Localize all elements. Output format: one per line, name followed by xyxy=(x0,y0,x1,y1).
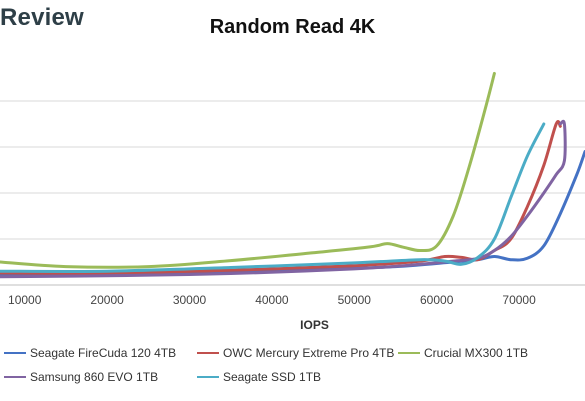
legend-swatch xyxy=(4,375,26,379)
legend-label: Seagate FireCuda 120 4TB xyxy=(30,346,177,360)
series-line-seagate-firecuda-120-4tb xyxy=(0,150,585,277)
legend-swatch xyxy=(197,375,219,379)
x-tick-label: 30000 xyxy=(173,293,207,307)
legend-swatch xyxy=(197,351,219,355)
legend-item: Crucial MX300 1TB xyxy=(398,346,528,360)
x-tick-label: 50000 xyxy=(338,293,372,307)
legend-swatch xyxy=(4,351,26,355)
brand-logo-text: Review xyxy=(0,4,84,31)
series-line-samsung-860-evo-1tb xyxy=(0,119,567,279)
legend-label: Crucial MX300 1TB xyxy=(424,346,529,360)
x-tick-label: 20000 xyxy=(90,293,124,307)
x-tick-label: 10000 xyxy=(8,293,42,307)
chart-title: Random Read 4K xyxy=(209,16,376,38)
legend-label: Samsung 860 EVO 1TB xyxy=(30,370,159,384)
legend-item: Seagate SSD 1TB xyxy=(197,370,321,384)
series-line-seagate-ssd-1tb xyxy=(0,122,546,273)
x-tick-label: 70000 xyxy=(502,293,536,307)
legend-swatch xyxy=(398,351,420,355)
series-line-crucial-mx300-1tb xyxy=(0,71,496,269)
series-line-owc-mercury-extreme-pro-4tb xyxy=(0,120,562,275)
legend-item: Samsung 860 EVO 1TB xyxy=(4,370,158,384)
x-tick-label: 60000 xyxy=(420,293,454,307)
x-tick-label: 40000 xyxy=(255,293,289,307)
legend-label: OWC Mercury Extreme Pro 4TB xyxy=(223,346,395,360)
legend-label: Seagate SSD 1TB xyxy=(223,370,322,384)
legend-item: OWC Mercury Extreme Pro 4TB xyxy=(197,346,394,360)
x-axis-label: IOPS xyxy=(300,318,329,332)
legend-item: Seagate FireCuda 120 4TB xyxy=(4,346,176,360)
